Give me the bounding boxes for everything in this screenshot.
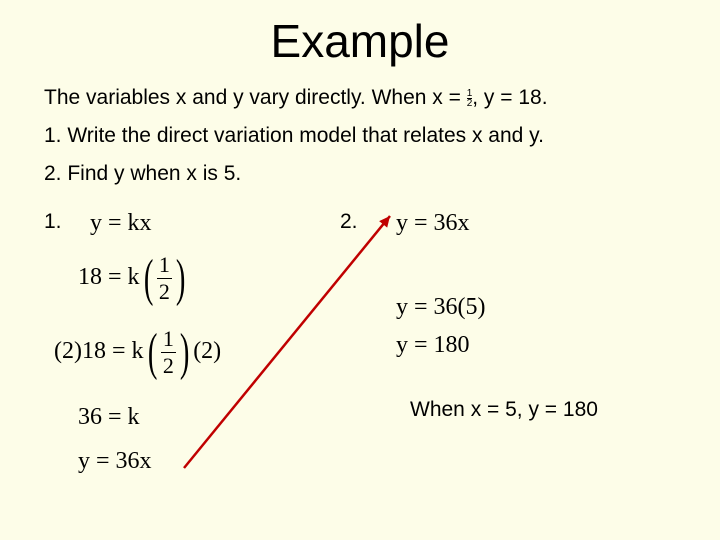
slide: Example The variables x and y vary direc… [0, 0, 720, 540]
sol2-eq2: y = 36(5) [396, 294, 486, 321]
intro-post: , y = 18. [472, 86, 547, 109]
sol2-eq1-y: y [396, 210, 408, 236]
sol1-eq1-kx: kx [128, 210, 152, 236]
sol1-eq5-x: x [140, 448, 152, 474]
sol1-eq3-frac: 12 [161, 326, 176, 379]
sol1-eq4-eq: = [102, 404, 128, 430]
sol1-eq2-lhs: 18 [78, 264, 102, 290]
sol2-eq3-eq: = [408, 332, 434, 358]
label-2: 2. [340, 210, 358, 234]
intro-pre: The variables x and y vary directly. Whe… [44, 86, 467, 109]
sol2-eq3: y = 180 [396, 332, 470, 359]
sol2-eq2-arg: (5) [458, 294, 486, 320]
sol1-eq5-y: y [78, 448, 90, 474]
sol2-eq2-y: y [396, 294, 408, 320]
sol1-eq1-y: y [90, 210, 102, 236]
sol1-eq3-lmul: (2) [54, 338, 82, 364]
intro-text: The variables x and y vary directly. Whe… [44, 86, 548, 110]
sol2-eq2-eq: = [408, 294, 434, 320]
sol2-eq1-x: x [458, 210, 470, 236]
slide-title: Example [0, 14, 720, 68]
sol1-eq1: y = kx [90, 210, 152, 237]
sol1-eq3-num: 1 [161, 326, 176, 353]
sol1-eq2: 18 = k(12) [78, 252, 189, 305]
sol2-eq2-num: 36 [434, 294, 458, 320]
sol2-eq1: y = 36x [396, 210, 470, 237]
sol2-eq3-y: y [396, 332, 408, 358]
sol1-eq3-rmul: (2) [193, 338, 221, 364]
sol1-eq3: (2)18 = k(12)(2) [54, 326, 221, 379]
sol1-eq2-num: 1 [157, 252, 172, 279]
sol1-eq3-den: 2 [161, 353, 176, 379]
sol1-eq5-eq: = [90, 448, 116, 474]
sol1-eq3-lhs: 18 [82, 338, 106, 364]
sol1-eq2-k: k [128, 264, 140, 290]
sol1-eq1-eq: = [102, 210, 128, 236]
sol2-eq3-rhs: 180 [434, 332, 470, 358]
lparen-icon: ( [143, 253, 153, 305]
problem-1: 1. Write the direct variation model that… [44, 124, 544, 148]
sol1-eq4-lhs: 36 [78, 404, 102, 430]
rparen-icon: ) [180, 327, 190, 379]
sol1-eq5: y = 36x [78, 448, 152, 475]
sol1-eq2-den: 2 [157, 279, 172, 305]
sol1-eq3-k: k [132, 338, 144, 364]
sol1-eq5-num: 36 [116, 448, 140, 474]
sol1-eq3-eq: = [106, 338, 132, 364]
sol2-eq1-eq: = [408, 210, 434, 236]
sol1-eq2-frac: 12 [157, 252, 172, 305]
label-1: 1. [44, 210, 62, 234]
sol1-eq4: 36 = k [78, 404, 140, 431]
conclusion-text: When x = 5, y = 180 [410, 398, 598, 422]
sol1-eq4-k: k [128, 404, 140, 430]
rparen-icon: ) [176, 253, 186, 305]
lparen-icon: ( [147, 327, 157, 379]
problem-2: 2. Find y when x is 5. [44, 162, 241, 186]
sol1-eq2-eq: = [102, 264, 128, 290]
sol2-eq1-num: 36 [434, 210, 458, 236]
